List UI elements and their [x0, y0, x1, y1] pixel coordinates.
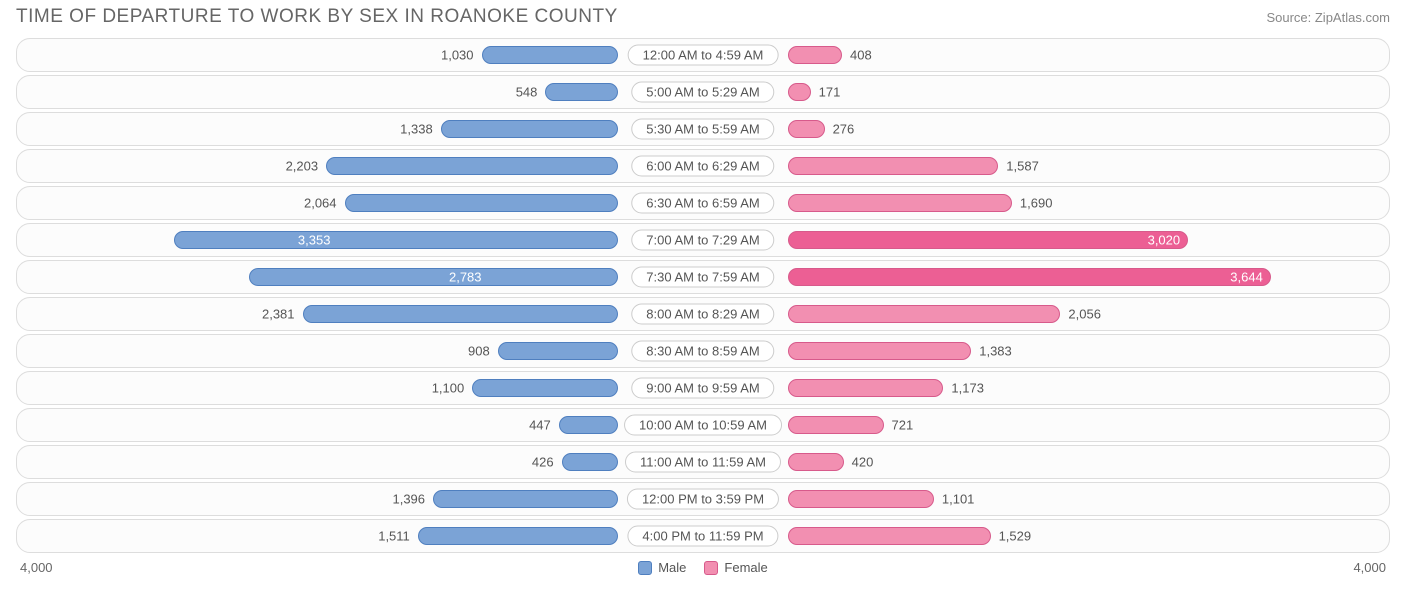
value-female: 721: [892, 418, 914, 433]
category-label: 10:00 AM to 10:59 AM: [624, 415, 782, 436]
category-label: 5:00 AM to 5:29 AM: [631, 82, 774, 103]
value-female: 3,644: [1230, 270, 1263, 285]
value-female: 171: [819, 85, 841, 100]
chart-footer: 4,000 Male Female 4,000: [0, 556, 1406, 575]
value-female: 420: [852, 455, 874, 470]
value-female: 408: [850, 48, 872, 63]
value-male: 548: [516, 85, 538, 100]
category-label: 9:00 AM to 9:59 AM: [631, 378, 774, 399]
category-label: 12:00 PM to 3:59 PM: [627, 489, 779, 510]
chart-header: TIME OF DEPARTURE TO WORK BY SEX IN ROAN…: [0, 0, 1406, 38]
bar-female: [788, 416, 884, 434]
bar-female: [788, 46, 842, 64]
category-label: 6:30 AM to 6:59 AM: [631, 193, 774, 214]
chart-body: 1,030 408 12:00 AM to 4:59 AM 548 171 5:00 AM…: [0, 38, 1406, 553]
value-female: 1,383: [979, 344, 1012, 359]
category-label: 7:30 AM to 7:59 AM: [631, 267, 774, 288]
value-male: 1,100: [432, 381, 465, 396]
chart-row: 2,203 1,587 6:00 AM to 6:29 AM: [16, 149, 1390, 183]
axis-max-left: 4,000: [20, 560, 53, 575]
value-male: 2,381: [262, 307, 295, 322]
value-male: 447: [529, 418, 551, 433]
chart-row: 2,381 2,056 8:00 AM to 8:29 AM: [16, 297, 1390, 331]
value-female: 1,173: [951, 381, 984, 396]
chart-row: 447 721 10:00 AM to 10:59 AM: [16, 408, 1390, 442]
category-label: 7:00 AM to 7:29 AM: [631, 230, 774, 251]
chart-row: 908 1,383 8:30 AM to 8:59 AM: [16, 334, 1390, 368]
chart-row: 1,030 408 12:00 AM to 4:59 AM: [16, 38, 1390, 72]
bar-male: [326, 157, 618, 175]
value-male: 2,064: [304, 196, 337, 211]
bar-female: [788, 231, 1188, 249]
legend: Male Female: [638, 560, 768, 575]
bar-female: [788, 120, 825, 138]
category-label: 6:00 AM to 6:29 AM: [631, 156, 774, 177]
bar-male: [562, 453, 618, 471]
legend-male: Male: [638, 560, 686, 575]
axis-max-right: 4,000: [1353, 560, 1386, 575]
bar-female: [788, 194, 1012, 212]
value-female: 3,020: [1148, 233, 1181, 248]
bar-male: [559, 416, 618, 434]
bar-male: [433, 490, 618, 508]
chart-row: 2,783 3,644 7:30 AM to 7:59 AM: [16, 260, 1390, 294]
value-female: 2,056: [1068, 307, 1101, 322]
chart-row: 426 420 11:00 AM to 11:59 AM: [16, 445, 1390, 479]
bar-female: [788, 157, 998, 175]
bar-male: [498, 342, 618, 360]
category-label: 8:00 AM to 8:29 AM: [631, 304, 774, 325]
chart-row: 1,396 1,101 12:00 PM to 3:59 PM: [16, 482, 1390, 516]
bar-female: [788, 490, 934, 508]
bar-male: [482, 46, 618, 64]
category-label: 11:00 AM to 11:59 AM: [625, 452, 781, 473]
value-male: 1,030: [441, 48, 474, 63]
value-male: 2,203: [286, 159, 319, 174]
legend-female: Female: [704, 560, 767, 575]
category-label: 5:30 AM to 5:59 AM: [631, 119, 774, 140]
swatch-female: [704, 561, 718, 575]
value-female: 1,529: [999, 529, 1032, 544]
bar-female: [788, 342, 971, 360]
bar-female: [788, 527, 991, 545]
value-female: 1,101: [942, 492, 975, 507]
chart-row: 1,100 1,173 9:00 AM to 9:59 AM: [16, 371, 1390, 405]
bar-female: [788, 379, 943, 397]
value-male: 426: [532, 455, 554, 470]
value-male: 1,338: [400, 122, 433, 137]
value-male: 3,353: [182, 233, 331, 248]
bar-male: [418, 527, 618, 545]
value-male: 2,783: [257, 270, 481, 285]
swatch-male: [638, 561, 652, 575]
bar-female: [788, 268, 1271, 286]
category-label: 12:00 AM to 4:59 AM: [628, 45, 779, 66]
bar-female: [788, 83, 811, 101]
value-male: 1,396: [392, 492, 425, 507]
bar-male: [303, 305, 618, 323]
chart-row: 1,338 276 5:30 AM to 5:59 AM: [16, 112, 1390, 146]
bar-female: [788, 305, 1060, 323]
value-female: 1,587: [1006, 159, 1039, 174]
value-male: 908: [468, 344, 490, 359]
value-female: 1,690: [1020, 196, 1053, 211]
bar-male: [345, 194, 618, 212]
chart-row: 3,353 3,020 7:00 AM to 7:29 AM: [16, 223, 1390, 257]
chart-row: 548 171 5:00 AM to 5:29 AM: [16, 75, 1390, 109]
chart-row: 1,511 1,529 4:00 PM to 11:59 PM: [16, 519, 1390, 553]
bar-male: [545, 83, 618, 101]
bar-male: [441, 120, 618, 138]
bar-male: [472, 379, 618, 397]
legend-female-label: Female: [724, 560, 767, 575]
legend-male-label: Male: [658, 560, 686, 575]
category-label: 4:00 PM to 11:59 PM: [627, 526, 778, 547]
bar-female: [788, 453, 844, 471]
chart-row: 2,064 1,690 6:30 AM to 6:59 AM: [16, 186, 1390, 220]
value-female: 276: [833, 122, 855, 137]
value-male: 1,511: [378, 529, 410, 544]
chart-title: TIME OF DEPARTURE TO WORK BY SEX IN ROAN…: [16, 6, 618, 28]
category-label: 8:30 AM to 8:59 AM: [631, 341, 774, 362]
chart-source: Source: ZipAtlas.com: [1266, 10, 1390, 25]
